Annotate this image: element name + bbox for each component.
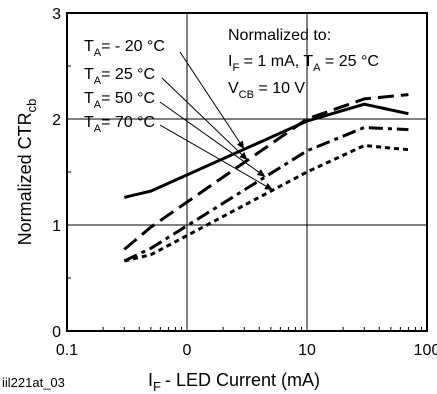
- arrowhead-3: [264, 183, 273, 191]
- arrowhead-2: [256, 169, 266, 177]
- legend-label-50: TA= 50 °C: [84, 90, 155, 111]
- series-line-3: [123, 144, 409, 263]
- y-tick-label: 0: [52, 324, 61, 341]
- y-tick-label: 2: [52, 112, 61, 129]
- y-tick-label: 3: [52, 6, 61, 23]
- note-if-ta: IF = 1 mA, TA = 25 °C: [228, 53, 379, 74]
- series-line-0: [123, 102, 409, 199]
- axis-ticks: [66, 12, 423, 332]
- x-tick-label: 100: [414, 342, 437, 359]
- legend-arrows: [159, 51, 274, 191]
- grid-lines: [67, 13, 427, 331]
- series-line-2: [123, 126, 409, 263]
- legend-label-25: TA= 25 °C: [84, 66, 155, 87]
- x-axis-label: IF - LED Current (mA): [148, 370, 320, 394]
- legend-label-70: TA= 70 °C: [84, 114, 155, 135]
- x-tick-label: 10: [298, 342, 316, 359]
- series-group: [123, 93, 409, 263]
- leader-line-0: [179, 51, 245, 150]
- series-line-1: [123, 93, 409, 251]
- x-tick-label: 0: [183, 342, 192, 359]
- arrowhead-1: [239, 152, 248, 161]
- note-vcb: VCB = 10 V: [228, 80, 305, 101]
- figure-id: iil221at_03: [2, 375, 65, 390]
- leader-line-2: [159, 101, 266, 178]
- y-axis-label: Normalized CTRcb: [15, 99, 39, 246]
- legend-label-minus20: TA= - 20 °C: [84, 38, 165, 59]
- leader-line-3: [159, 124, 274, 191]
- y-tick-label: 1: [52, 218, 61, 235]
- note-title: Normalized to:: [228, 27, 331, 44]
- x-tick-label: 0.1: [56, 342, 78, 359]
- leader-line-1: [161, 77, 248, 161]
- arrowhead-0: [236, 140, 245, 150]
